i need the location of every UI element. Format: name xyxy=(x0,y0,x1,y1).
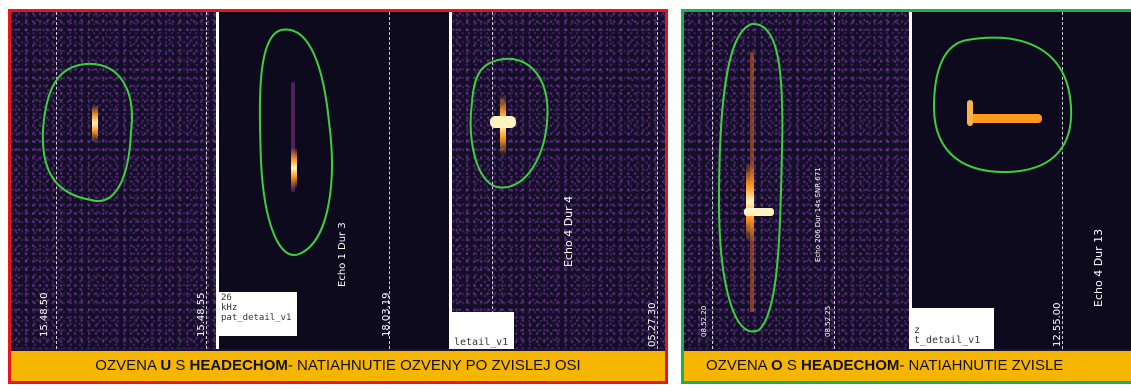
caption-text: OZVENA xyxy=(706,357,772,374)
panel-divider xyxy=(909,12,912,349)
detail-info-box: z t_detail_v1 xyxy=(912,308,994,349)
spectrogram-panel-3: Echo 4 Dur 4 05.27.30 letail_v1 xyxy=(452,12,665,349)
time-marker-line xyxy=(492,12,493,349)
echo-outline xyxy=(469,57,549,189)
spectrogram-panel-4: 08.52.20 08.52.25 Echo 206 Dur 14s SNR 6… xyxy=(684,12,909,349)
spectrogram-panel-1: 15.48.50 15.48.55 xyxy=(11,12,216,349)
echo-overlay xyxy=(258,28,333,256)
caption-bold: HEADECHOM xyxy=(189,357,288,374)
time-marker-line xyxy=(712,12,713,349)
caption-bold: O xyxy=(771,357,783,374)
spectrogram-panel-2: Echo 1 Dur 3 18.03.19 26 kHz pat_detail_… xyxy=(219,12,449,349)
echo-signal xyxy=(746,162,754,242)
echo-signal xyxy=(744,208,774,216)
timestamp-label: 15.48.55 xyxy=(196,292,207,337)
timestamp-label: 15.48.50 xyxy=(39,292,50,337)
info-line: letail_v1 xyxy=(454,337,509,348)
time-marker-line xyxy=(834,12,835,349)
detail-info-box: 26 kHz pat_detail_v1 xyxy=(219,292,297,336)
echo-overlay xyxy=(717,22,784,333)
caption-text: S xyxy=(171,357,190,374)
caption-bold: U xyxy=(160,357,172,374)
spectrogram-panel-5: Echo 4 Dur 13 12.55.00 z t_detail_v1 xyxy=(912,12,1131,349)
echo-label: Echo 206 Dur 14s SNR 671 xyxy=(814,167,822,262)
echo-signal xyxy=(291,147,297,189)
panel-divider xyxy=(216,12,219,349)
echo-overlay xyxy=(932,36,1073,174)
timestamp-label: 18.03.19 xyxy=(381,292,392,337)
time-marker-line xyxy=(56,12,57,349)
caption-text: - NATIAHNUTIE ZVISLE xyxy=(899,357,1064,374)
info-line: 26 xyxy=(221,293,232,303)
info-line: pat_detail_v1 xyxy=(221,313,292,323)
caption-text: S xyxy=(782,357,802,374)
caption-bold: HEADECHOM xyxy=(801,357,900,374)
timestamp-label: 05.27.30 xyxy=(647,302,658,347)
info-line: t_detail_v1 xyxy=(914,335,981,346)
caption-text: OZVENA xyxy=(95,357,161,374)
echo-overlay xyxy=(41,62,133,203)
echo-label: Echo 4 Dur 4 xyxy=(562,195,575,267)
caption-text: - NATIAHNUTIE OZVENY PO ZVISLEJ OSI xyxy=(287,357,581,374)
echo-outline xyxy=(717,22,784,333)
group-echo-o: 08.52.20 08.52.25 Echo 206 Dur 14s SNR 6… xyxy=(681,9,1131,384)
group-echo-u: 15.48.50 15.48.55 Echo 1 Dur 3 18.03.19 … xyxy=(8,9,668,384)
echo-signal xyxy=(490,116,516,128)
time-marker-line xyxy=(389,12,390,349)
echo-outline xyxy=(41,62,133,203)
echo-label: Echo 4 Dur 13 xyxy=(1092,228,1105,307)
timestamp-label: 08.52.20 xyxy=(700,305,708,337)
time-marker-line xyxy=(1062,12,1063,349)
time-marker-line xyxy=(206,12,207,349)
time-marker-line xyxy=(657,12,658,349)
info-line: z xyxy=(914,325,921,336)
info-line: kHz xyxy=(221,303,238,313)
panel-divider xyxy=(449,12,452,349)
detail-info-box: letail_v1 xyxy=(452,312,514,349)
echo-signal xyxy=(967,114,1042,123)
caption-bar: OZVENA U S HEADECHOM- NATIAHNUTIE OZVENY… xyxy=(11,351,665,381)
caption-bar: OZVENA O S HEADECHOM- NATIAHNUTIE ZVISLE xyxy=(684,351,1131,381)
echo-signal xyxy=(92,104,98,142)
echo-outline xyxy=(258,28,333,256)
echo-signal xyxy=(967,100,973,126)
timestamp-label: 08.52.25 xyxy=(824,305,832,337)
echo-label: Echo 1 Dur 3 xyxy=(337,222,348,287)
echo-overlay xyxy=(469,57,549,189)
echo-outline xyxy=(932,36,1073,174)
timestamp-label: 12.55.00 xyxy=(1052,302,1063,347)
